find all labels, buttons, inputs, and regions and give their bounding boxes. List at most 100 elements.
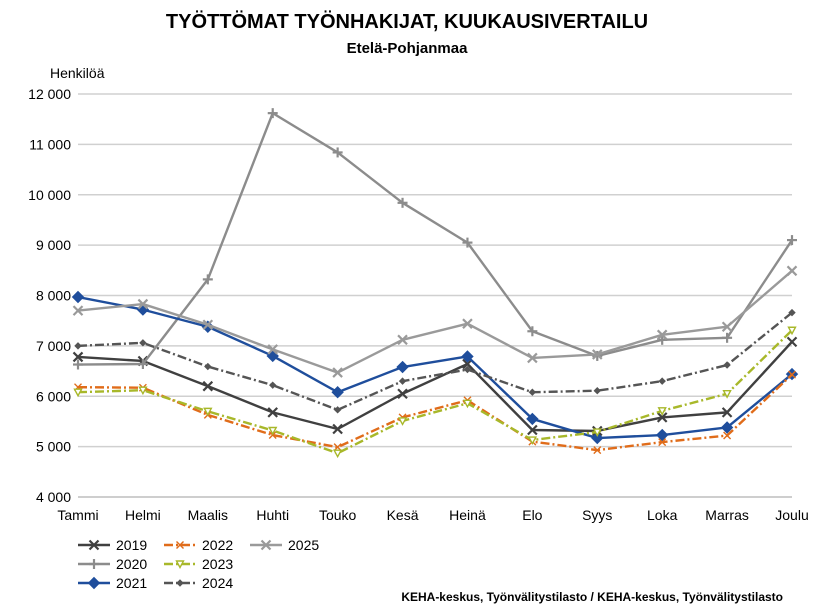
data-point	[527, 424, 538, 436]
data-point	[333, 406, 342, 414]
data-point	[592, 428, 602, 437]
legend-label: 2023	[202, 556, 233, 572]
data-point	[528, 388, 537, 396]
chart-subtitle: Etelä-Pohjanmaa	[347, 40, 469, 57]
data-point	[657, 334, 668, 345]
y-tick-label: 5 000	[36, 439, 71, 455]
series-line	[77, 341, 793, 433]
data-point	[526, 412, 539, 426]
data-point	[527, 326, 538, 337]
series-line	[77, 329, 793, 455]
data-point	[332, 423, 343, 435]
data-point	[462, 358, 473, 370]
legend-item-2022: 2022	[164, 537, 233, 553]
data-point	[397, 334, 408, 346]
data-point	[72, 351, 84, 363]
data-point	[527, 352, 538, 364]
data-point	[591, 349, 603, 360]
data-point	[332, 449, 343, 459]
data-point	[260, 539, 272, 551]
data-point	[462, 399, 473, 409]
x-tick-label: Marras	[705, 507, 749, 523]
legend-item-2020: 2020	[78, 556, 147, 572]
chart-title: TYÖTTÖMAT TYÖNHAKIJAT, KUUKAUSIVERTAILU	[166, 10, 648, 33]
data-point	[204, 362, 212, 371]
data-point	[593, 446, 602, 455]
series-2020	[73, 108, 797, 370]
data-point	[396, 360, 409, 374]
data-point	[461, 350, 474, 363]
data-point	[658, 377, 666, 385]
x-tick-label: Elo	[522, 507, 542, 523]
data-point	[87, 576, 101, 590]
series-line	[77, 269, 793, 374]
data-point	[137, 298, 149, 310]
data-point	[332, 147, 343, 158]
series-line	[77, 373, 793, 452]
data-point	[397, 197, 408, 208]
series-group	[71, 108, 799, 459]
data-point	[333, 443, 342, 452]
data-point	[88, 539, 100, 551]
y-tick-label: 12 000	[28, 86, 71, 102]
x-tick-label: Kesä	[387, 507, 419, 523]
data-point	[397, 388, 408, 400]
data-point	[73, 388, 83, 398]
legend-item-2023: 2023	[164, 556, 233, 572]
data-point	[527, 436, 538, 446]
data-point	[786, 265, 798, 277]
legend-item-2021: 2021	[78, 575, 147, 591]
data-point	[722, 332, 733, 343]
data-point	[202, 319, 214, 330]
data-point	[657, 407, 667, 416]
data-point	[331, 386, 344, 399]
gridlines	[78, 93, 792, 498]
x-tick-label: Loka	[647, 507, 678, 523]
data-point	[463, 365, 472, 374]
data-point	[74, 342, 82, 350]
data-point	[137, 359, 148, 370]
y-tick-label: 9 000	[36, 237, 71, 253]
data-point	[787, 326, 797, 336]
data-point	[655, 428, 669, 442]
x-tick-label: Helmi	[125, 507, 161, 523]
y-tick-label: 7 000	[36, 338, 71, 354]
data-point	[332, 367, 343, 378]
data-point	[176, 541, 184, 549]
data-point	[723, 361, 731, 369]
data-point	[89, 559, 99, 569]
data-point	[71, 290, 85, 304]
y-axis-label: Henkilöä	[50, 65, 105, 81]
x-axis-ticks: Tammi Helmi Maalis Huhti Touko Kesä Heinä Elo Sy…	[57, 507, 808, 523]
data-point	[175, 560, 185, 569]
legend-label: 2022	[202, 537, 233, 553]
series-line	[77, 311, 793, 412]
data-point	[721, 321, 733, 333]
series-line	[77, 111, 793, 366]
data-point	[656, 329, 668, 341]
series-2019	[72, 336, 798, 437]
data-point	[202, 274, 213, 285]
data-point	[658, 438, 667, 447]
legend: 2019 2020 2021 2022 2023 2024 2025	[78, 537, 319, 591]
y-axis-ticks: 4 000 5 000 6 000 7 000 8 000 9 000 10 000 11 0…	[28, 86, 71, 505]
data-point	[462, 318, 473, 329]
x-tick-label: Syys	[582, 507, 612, 523]
series-2023	[73, 326, 797, 459]
x-tick-label: Tammi	[57, 507, 98, 523]
legend-item-2025: 2025	[250, 537, 319, 553]
data-point	[72, 305, 84, 316]
y-tick-label: 10 000	[28, 187, 71, 203]
source-note: KEHA-keskus, Työnvälitystilasto / KEHA-k…	[401, 590, 783, 604]
data-point	[269, 381, 277, 389]
data-point	[721, 407, 733, 418]
data-point	[267, 407, 279, 418]
data-point	[722, 390, 732, 399]
data-point	[593, 387, 601, 395]
series-line	[77, 295, 793, 440]
y-tick-label: 6 000	[36, 388, 71, 404]
x-tick-label: Touko	[319, 507, 357, 523]
series-2024	[74, 308, 796, 414]
y-tick-label: 11 000	[29, 136, 71, 152]
